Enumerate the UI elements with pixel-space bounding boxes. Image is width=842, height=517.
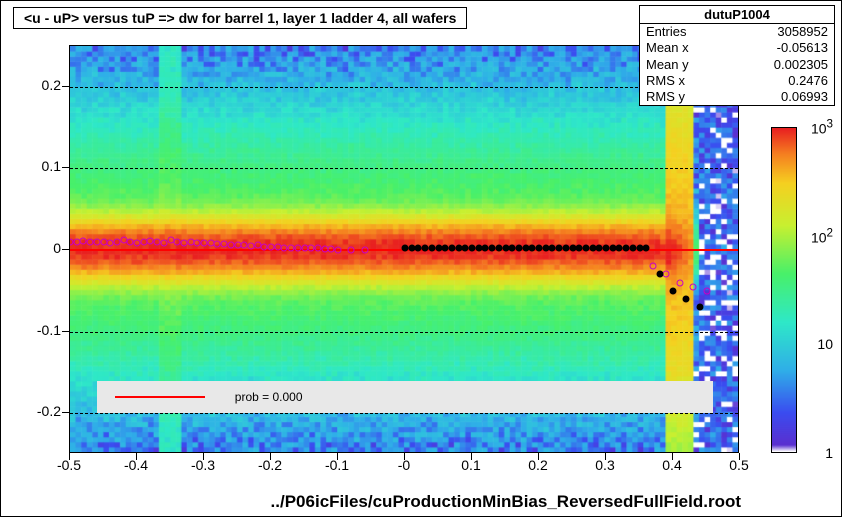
stats-row: RMS y0.06993: [640, 89, 834, 105]
marker-blk: [670, 287, 677, 294]
x-tick: [605, 453, 606, 460]
y-tick: [62, 86, 69, 87]
stats-name: dutuP1004: [640, 6, 834, 24]
x-tick: [337, 453, 338, 460]
x-tick: [739, 453, 740, 460]
colorbar-canvas: [772, 128, 796, 452]
colorbar-label: 102: [811, 226, 833, 245]
legend-box: prob = 0.000: [97, 381, 713, 414]
stats-rows: Entries3058952Mean x-0.05613Mean y0.0023…: [640, 24, 834, 105]
stats-box: dutuP1004 Entries3058952Mean x-0.05613Me…: [639, 5, 835, 106]
grid-h: [70, 413, 738, 414]
marker-mag: [361, 247, 368, 254]
colorbar-label: 103: [811, 118, 833, 137]
y-tick-label: -0.1: [5, 322, 61, 338]
x-tick: [136, 453, 137, 460]
x-tick: [471, 453, 472, 460]
x-tick: [203, 453, 204, 460]
marker-blk: [696, 304, 703, 311]
colorbar: [771, 127, 797, 453]
y-tick-label: 0.1: [5, 158, 61, 174]
colorbar-label: 1: [825, 445, 833, 461]
chart-root: <u - uP> versus tuP => dw for barrel 1, …: [0, 0, 842, 517]
colorbar-label: 10: [817, 336, 833, 352]
x-tick: [69, 453, 70, 460]
x-tick: [672, 453, 673, 460]
stats-row: Mean x-0.05613: [640, 40, 834, 56]
marker-mag: [676, 279, 683, 286]
stats-row: Entries3058952: [640, 24, 834, 40]
marker-mag: [649, 263, 656, 270]
legend-text: prob = 0.000: [235, 390, 303, 404]
stats-row: Mean y0.002305: [640, 57, 834, 73]
x-tick: [538, 453, 539, 460]
x-tick: [404, 453, 405, 460]
legend-line-sample: [115, 396, 205, 398]
marker-mag: [348, 247, 355, 254]
marker-blk: [656, 271, 663, 278]
marker-mag: [335, 247, 342, 254]
marker-mag: [703, 287, 710, 294]
y-tick: [62, 412, 69, 413]
y-tick-label: -0.2: [5, 403, 61, 419]
grid-h: [70, 87, 738, 88]
grid-h: [70, 168, 738, 169]
y-tick-label: 0.2: [5, 77, 61, 93]
marker-mag: [663, 271, 670, 278]
chart-title: <u - uP> versus tuP => dw for barrel 1, …: [13, 7, 467, 29]
marker-blk: [643, 245, 650, 252]
x-axis-title: ../P06icFiles/cuProductionMinBias_Revers…: [271, 492, 741, 512]
x-tick: [270, 453, 271, 460]
marker-blk: [683, 295, 690, 302]
stats-row: RMS x0.2476: [640, 73, 834, 89]
y-tick: [62, 331, 69, 332]
y-tick: [62, 167, 69, 168]
y-tick: [62, 249, 69, 250]
marker-mag: [690, 283, 697, 290]
grid-h: [70, 332, 738, 333]
y-tick-label: 0: [5, 240, 61, 256]
